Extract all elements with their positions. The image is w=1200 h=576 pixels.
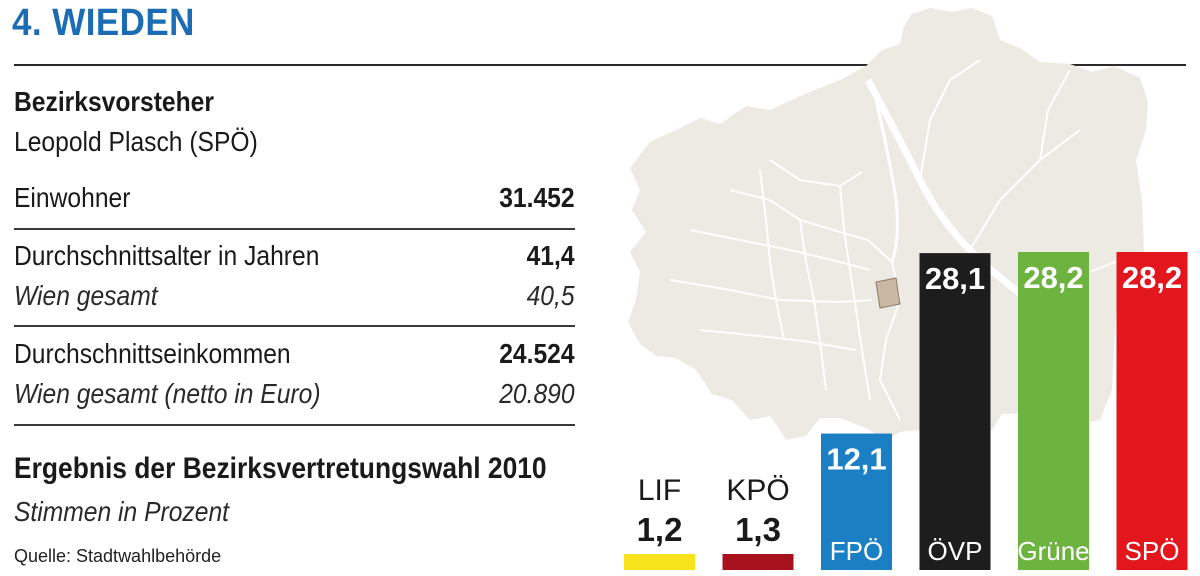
einkommen-wien-row: Wien gesamt (netto in Euro) 20.890 bbox=[14, 378, 575, 410]
einkommen-wien-value: 20.890 bbox=[499, 378, 575, 409]
value-label-kpoe: 1,3 bbox=[735, 511, 781, 548]
value-label-lif: 1,2 bbox=[637, 511, 683, 548]
value-label-spoe: 28,2 bbox=[1122, 260, 1182, 295]
value-label-gruene: 28,2 bbox=[1023, 260, 1083, 295]
separator bbox=[14, 325, 575, 327]
bar-gruene bbox=[1018, 252, 1089, 570]
vienna-map-and-bar-chart: LIF 1,2 KPÖ 1,3 12,1 FPÖ 28,1 ÖVP 28,2 Grüne 28,2 S… bbox=[624, 8, 1188, 570]
title-rule-right bbox=[998, 64, 1186, 66]
category-label-spoe: SPÖ bbox=[1125, 536, 1180, 566]
alter-wien-label: Wien gesamt bbox=[14, 280, 158, 311]
einwohner-row: Einwohner 31.452 bbox=[14, 182, 575, 214]
category-label-oevp: ÖVP bbox=[928, 536, 983, 566]
separator bbox=[14, 424, 575, 426]
category-label-lif: LIF bbox=[638, 474, 681, 507]
alter-label: Durchschnittsalter in Jahren bbox=[14, 240, 320, 271]
chart-subtitle: Stimmen in Prozent bbox=[14, 496, 230, 527]
category-label-fpoe: FPÖ bbox=[830, 536, 883, 566]
category-label-gruene: Grüne bbox=[1017, 536, 1089, 566]
danube-canal bbox=[874, 99, 899, 263]
einkommen-value: 24.524 bbox=[499, 338, 575, 369]
district-borders bbox=[669, 59, 1121, 421]
alter-value: 41,4 bbox=[526, 240, 575, 271]
vorsteher-name: Leopold Plasch (SPÖ) bbox=[14, 126, 258, 157]
einkommen-wien-label: Wien gesamt (netto in Euro) bbox=[14, 378, 321, 409]
category-label-kpoe: KPÖ bbox=[726, 474, 789, 507]
vorsteher-label: Bezirksvorsteher bbox=[14, 86, 214, 117]
bar-fpoe bbox=[821, 433, 892, 570]
district-wieden-highlight bbox=[875, 277, 901, 309]
bars: LIF 1,2 KPÖ 1,3 12,1 FPÖ 28,1 ÖVP 28,2 Grüne 28,2 S… bbox=[624, 252, 1188, 570]
einwohner-label: Einwohner bbox=[14, 182, 131, 213]
source-note: Quelle: Stadtwahlbehörde bbox=[14, 546, 222, 566]
alter-wien-row: Wien gesamt 40,5 bbox=[14, 280, 575, 312]
einkommen-label: Durchschnittseinkommen bbox=[14, 338, 291, 369]
bar-lif bbox=[624, 554, 695, 570]
separator bbox=[14, 228, 575, 230]
alter-wien-value: 40,5 bbox=[526, 280, 575, 311]
bar-spoe bbox=[1116, 252, 1188, 570]
einkommen-row: Durchschnittseinkommen 24.524 bbox=[14, 338, 575, 370]
page-title: 4. WIEDEN bbox=[12, 2, 195, 44]
danube-river bbox=[864, 78, 1032, 303]
einwohner-value: 31.452 bbox=[499, 182, 575, 213]
value-label-fpoe: 12,1 bbox=[826, 442, 886, 477]
alter-row: Durchschnittsalter in Jahren 41,4 bbox=[14, 240, 575, 272]
bar-oevp bbox=[919, 253, 991, 570]
chart-title: Ergebnis der Bezirksvertretungswahl 2010 bbox=[14, 452, 547, 485]
title-rule-left bbox=[14, 64, 894, 66]
bar-kpoe bbox=[722, 554, 794, 570]
value-label-oevp: 28,1 bbox=[925, 261, 985, 296]
